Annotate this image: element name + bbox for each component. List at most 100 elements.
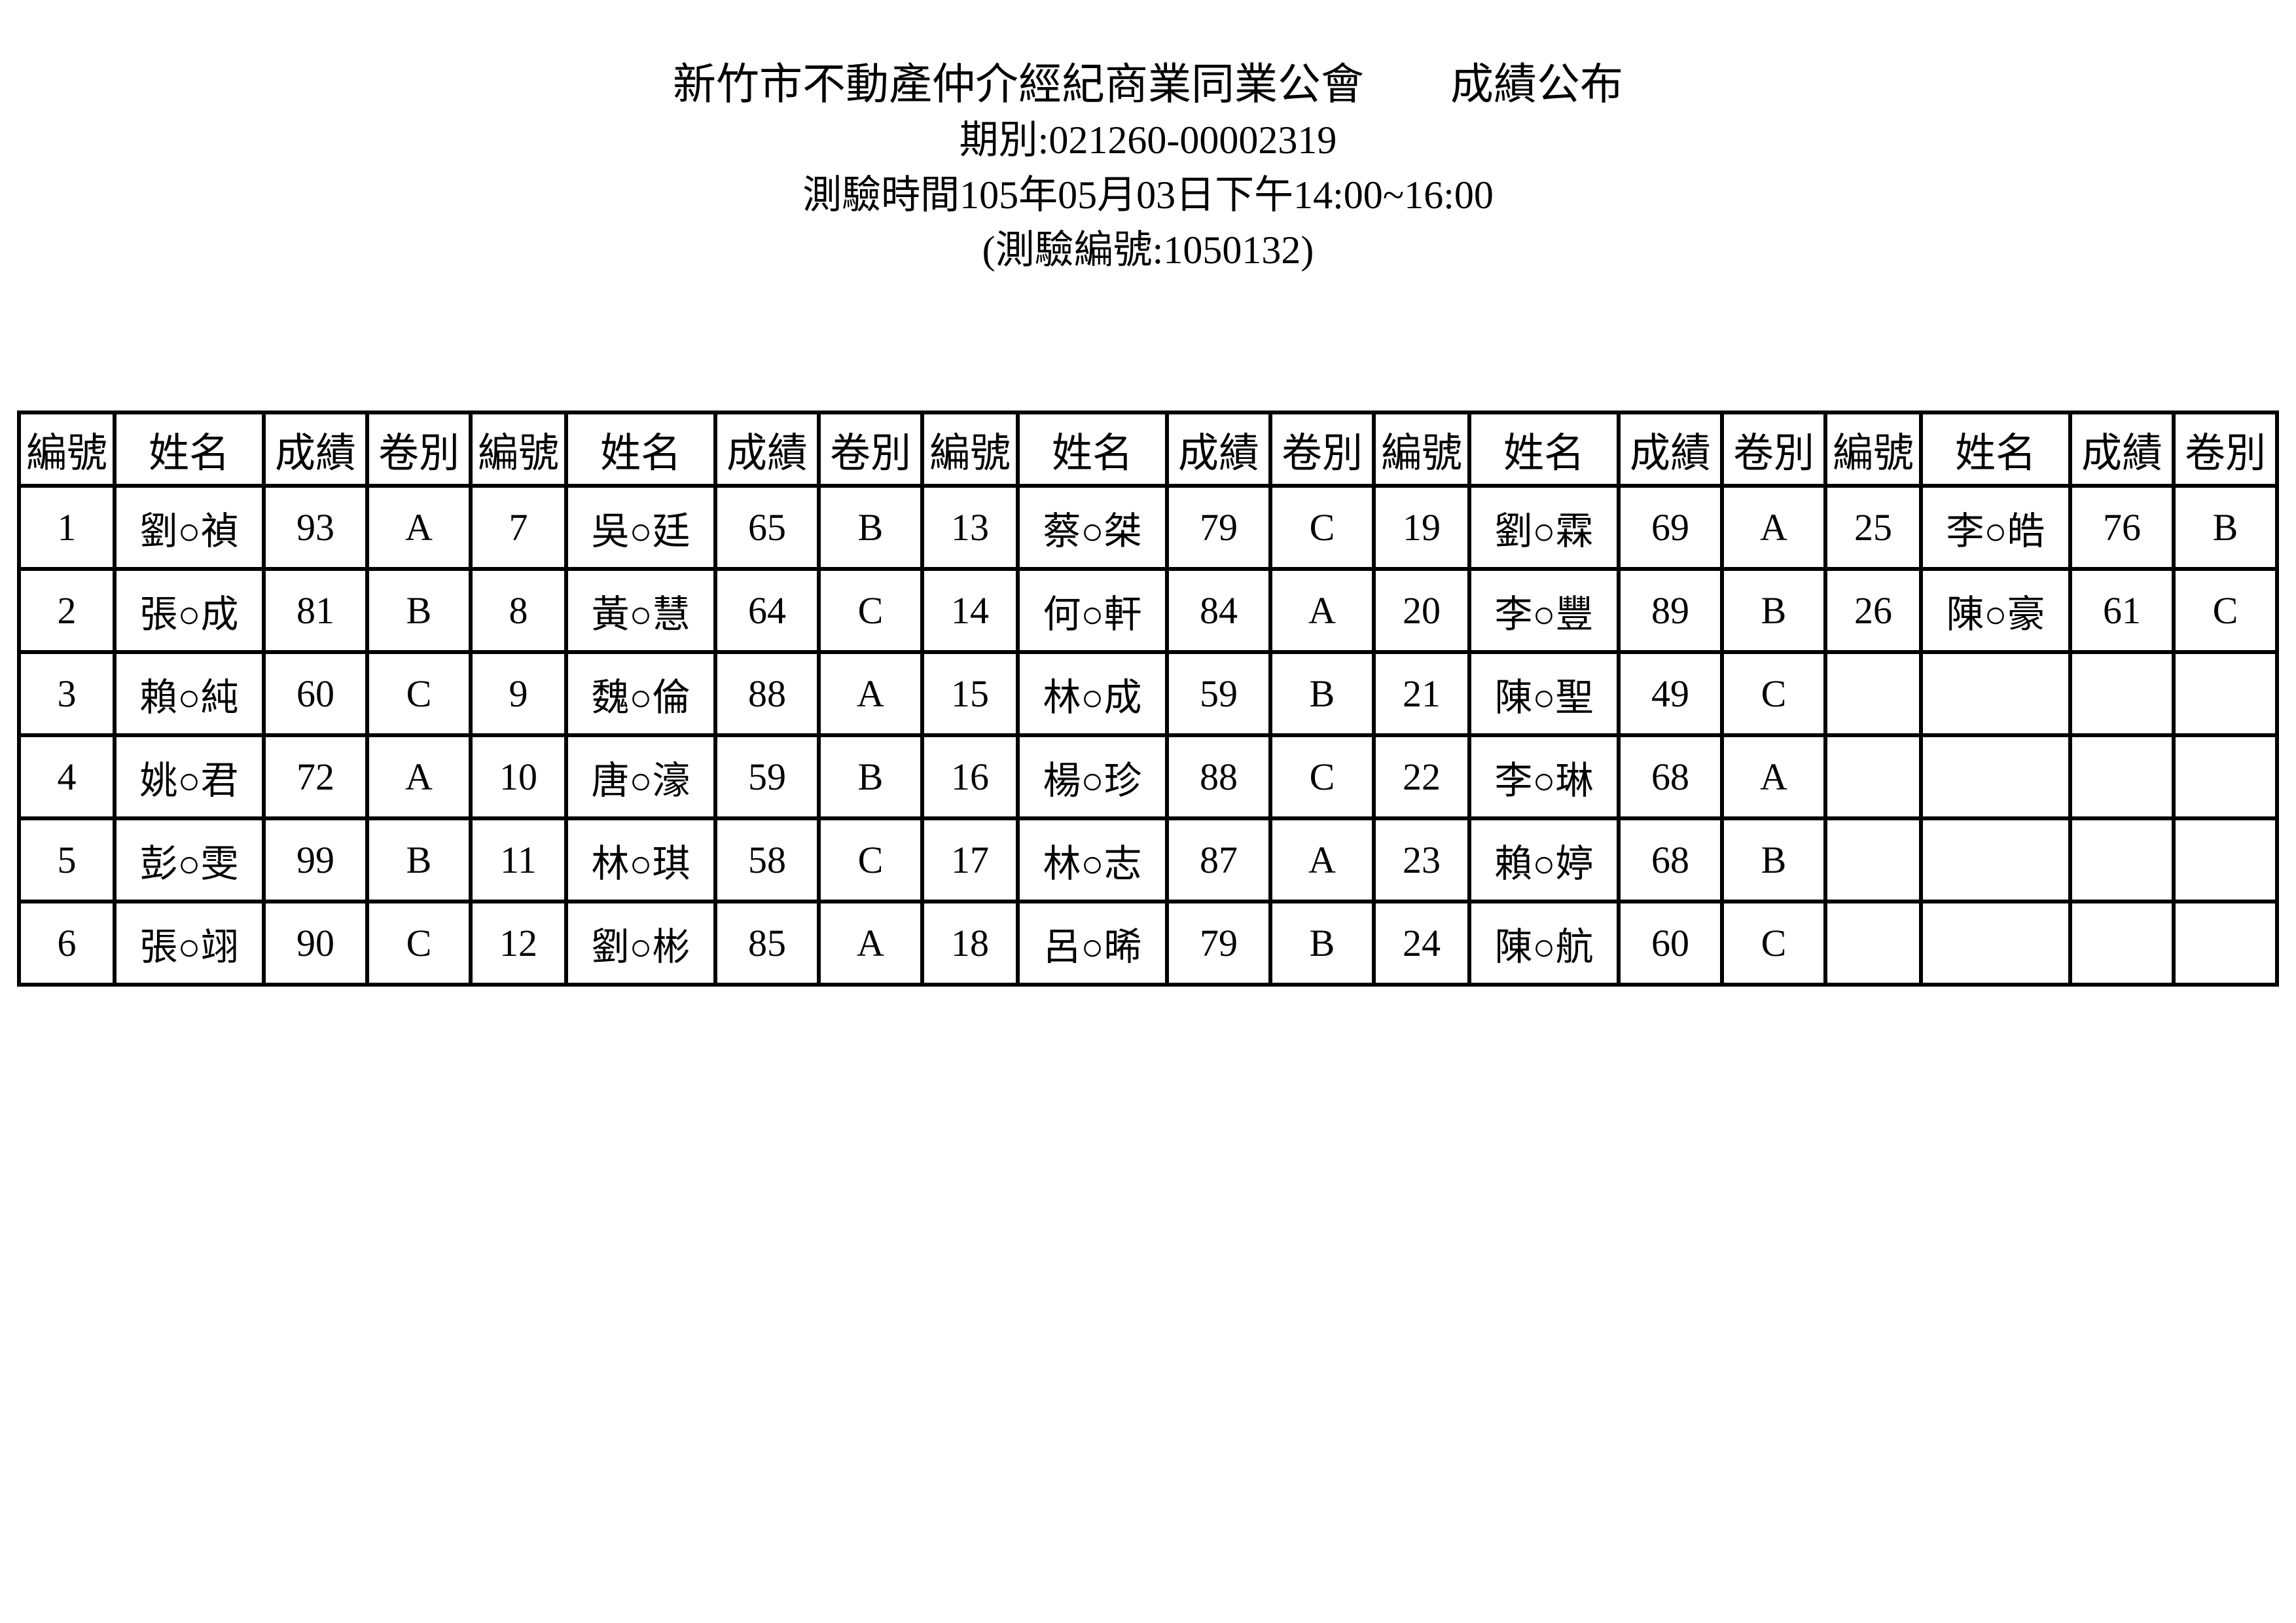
cell-name: 李○皓 (1919, 484, 2072, 571)
header-row: 編號 姓名 成績 卷別 編號 姓名 成績 卷別 編號 姓名 成績 卷別 編號 姓名 成績 卷別 編號 姓名 成績 卷別 (17, 410, 2279, 488)
cell-paper: C (817, 816, 924, 903)
cell-paper: A (817, 650, 924, 737)
cell-no: 14 (920, 567, 1020, 654)
cell-no: 21 (1372, 650, 1471, 737)
table-row: 2 張○成 81 B 8 黃○慧 64 C 14 何○軒 84 A 20 李○豐 89 B 26 陳○豪 61 C (17, 567, 2279, 654)
table-row: 5 彭○雯 99 B 11 林○琪 58 C 17 林○志 87 A 23 賴○婷 68 B (17, 816, 2279, 903)
header-cell-paper: 卷別 (1268, 410, 1376, 488)
cell-name: 林○志 (1016, 816, 1169, 903)
header-cell-score: 成績 (2068, 410, 2176, 488)
cell-paper: B (817, 484, 924, 571)
cell-score: 59 (713, 733, 821, 820)
cell-name: 陳○航 (1467, 900, 1621, 987)
cell-no: 26 (1823, 567, 1923, 654)
cell-no: 1 (17, 484, 117, 571)
page-title: 新竹市不動產仲介經紀商業同業公會 成績公布 (673, 61, 1623, 109)
cell-paper (2172, 733, 2279, 820)
header-cell-paper: 卷別 (365, 410, 473, 488)
cell-paper: B (1720, 816, 1827, 903)
cell-no: 7 (469, 484, 568, 571)
cell-paper: A (365, 733, 473, 820)
cell-paper: C (2172, 567, 2279, 654)
header-cell-name: 姓名 (113, 410, 266, 488)
cell-name: 林○琪 (564, 816, 717, 903)
cell-name (1919, 816, 2072, 903)
header-cell-name: 姓名 (564, 410, 717, 488)
cell-paper: B (365, 567, 473, 654)
cell-name: 姚○君 (113, 733, 266, 820)
cell-score: 89 (1617, 567, 1724, 654)
cell-paper: C (1720, 900, 1827, 987)
cell-name: 張○成 (113, 567, 266, 654)
cell-score: 68 (1617, 816, 1724, 903)
header-cell-score: 成績 (1165, 410, 1272, 488)
cell-score: 84 (1165, 567, 1272, 654)
header-cell-paper: 卷別 (2172, 410, 2279, 488)
cell-paper: A (1268, 567, 1376, 654)
cell-paper: A (1720, 484, 1827, 571)
table-row: 6 張○翊 90 C 12 劉○彬 85 A 18 呂○晞 79 B 24 陳○航 60 C (17, 900, 2279, 987)
header-cell-name: 姓名 (1919, 410, 2072, 488)
exam-number-line: (測驗編號:1050132) (982, 228, 1314, 272)
cell-score: 90 (262, 900, 369, 987)
header-cell-name: 姓名 (1016, 410, 1169, 488)
exam-time-line: 測驗時間105年05月03日下午14:00~16:00 (802, 173, 1494, 217)
cell-no: 6 (17, 900, 117, 987)
cell-no: 19 (1372, 484, 1471, 571)
cell-paper: A (1268, 816, 1376, 903)
cell-name: 吳○廷 (564, 484, 717, 571)
cell-no: 17 (920, 816, 1020, 903)
cell-paper (2172, 816, 2279, 903)
cell-paper: B (2172, 484, 2279, 571)
cell-name: 何○軒 (1016, 567, 1169, 654)
cell-paper: C (1720, 650, 1827, 737)
header-cell-no: 編號 (1823, 410, 1923, 488)
cell-paper: B (1268, 900, 1376, 987)
cell-score: 88 (713, 650, 821, 737)
cell-score: 76 (2068, 484, 2176, 571)
cell-name: 呂○晞 (1016, 900, 1169, 987)
session-id-line: 期別:021260-00002319 (959, 119, 1337, 162)
cell-no: 2 (17, 567, 117, 654)
cell-score (2068, 733, 2176, 820)
table-row: 3 賴○純 60 C 9 魏○倫 88 A 15 林○成 59 B 21 陳○聖 49 C (17, 650, 2279, 737)
cell-paper: C (817, 567, 924, 654)
cell-name (1919, 650, 2072, 737)
header-cell-name: 姓名 (1467, 410, 1621, 488)
cell-paper (2172, 650, 2279, 737)
header-cell-paper: 卷別 (817, 410, 924, 488)
cell-paper: B (1720, 567, 1827, 654)
cell-paper: A (365, 484, 473, 571)
cell-name: 張○翊 (113, 900, 266, 987)
cell-score: 49 (1617, 650, 1724, 737)
cell-no: 11 (469, 816, 568, 903)
cell-no: 9 (469, 650, 568, 737)
cell-no: 3 (17, 650, 117, 737)
cell-score: 99 (262, 816, 369, 903)
header-cell-no: 編號 (469, 410, 568, 488)
table-row: 1 劉○禎 93 A 7 吳○廷 65 B 13 蔡○桀 79 C 19 劉○霖 69 A 25 李○皓 76 B (17, 484, 2279, 571)
header-cell-no: 編號 (17, 410, 117, 488)
cell-name: 劉○彬 (564, 900, 717, 987)
cell-score (2068, 650, 2176, 737)
cell-score: 64 (713, 567, 821, 654)
cell-paper: C (365, 900, 473, 987)
cell-name (1919, 900, 2072, 987)
cell-no (1823, 900, 1923, 987)
cell-paper: B (1268, 650, 1376, 737)
cell-name: 魏○倫 (564, 650, 717, 737)
header-cell-score: 成績 (713, 410, 821, 488)
cell-paper: B (365, 816, 473, 903)
cell-name: 賴○婷 (1467, 816, 1621, 903)
cell-paper: C (1268, 484, 1376, 571)
cell-no: 12 (469, 900, 568, 987)
cell-name: 賴○純 (113, 650, 266, 737)
cell-name: 陳○豪 (1919, 567, 2072, 654)
cell-paper: C (1268, 733, 1376, 820)
cell-score: 61 (2068, 567, 2176, 654)
cell-name: 唐○濠 (564, 733, 717, 820)
cell-no: 22 (1372, 733, 1471, 820)
table-row: 4 姚○君 72 A 10 唐○濠 59 B 16 楊○珍 88 C 22 李○琳 68 A (17, 733, 2279, 820)
cell-name: 李○琳 (1467, 733, 1621, 820)
